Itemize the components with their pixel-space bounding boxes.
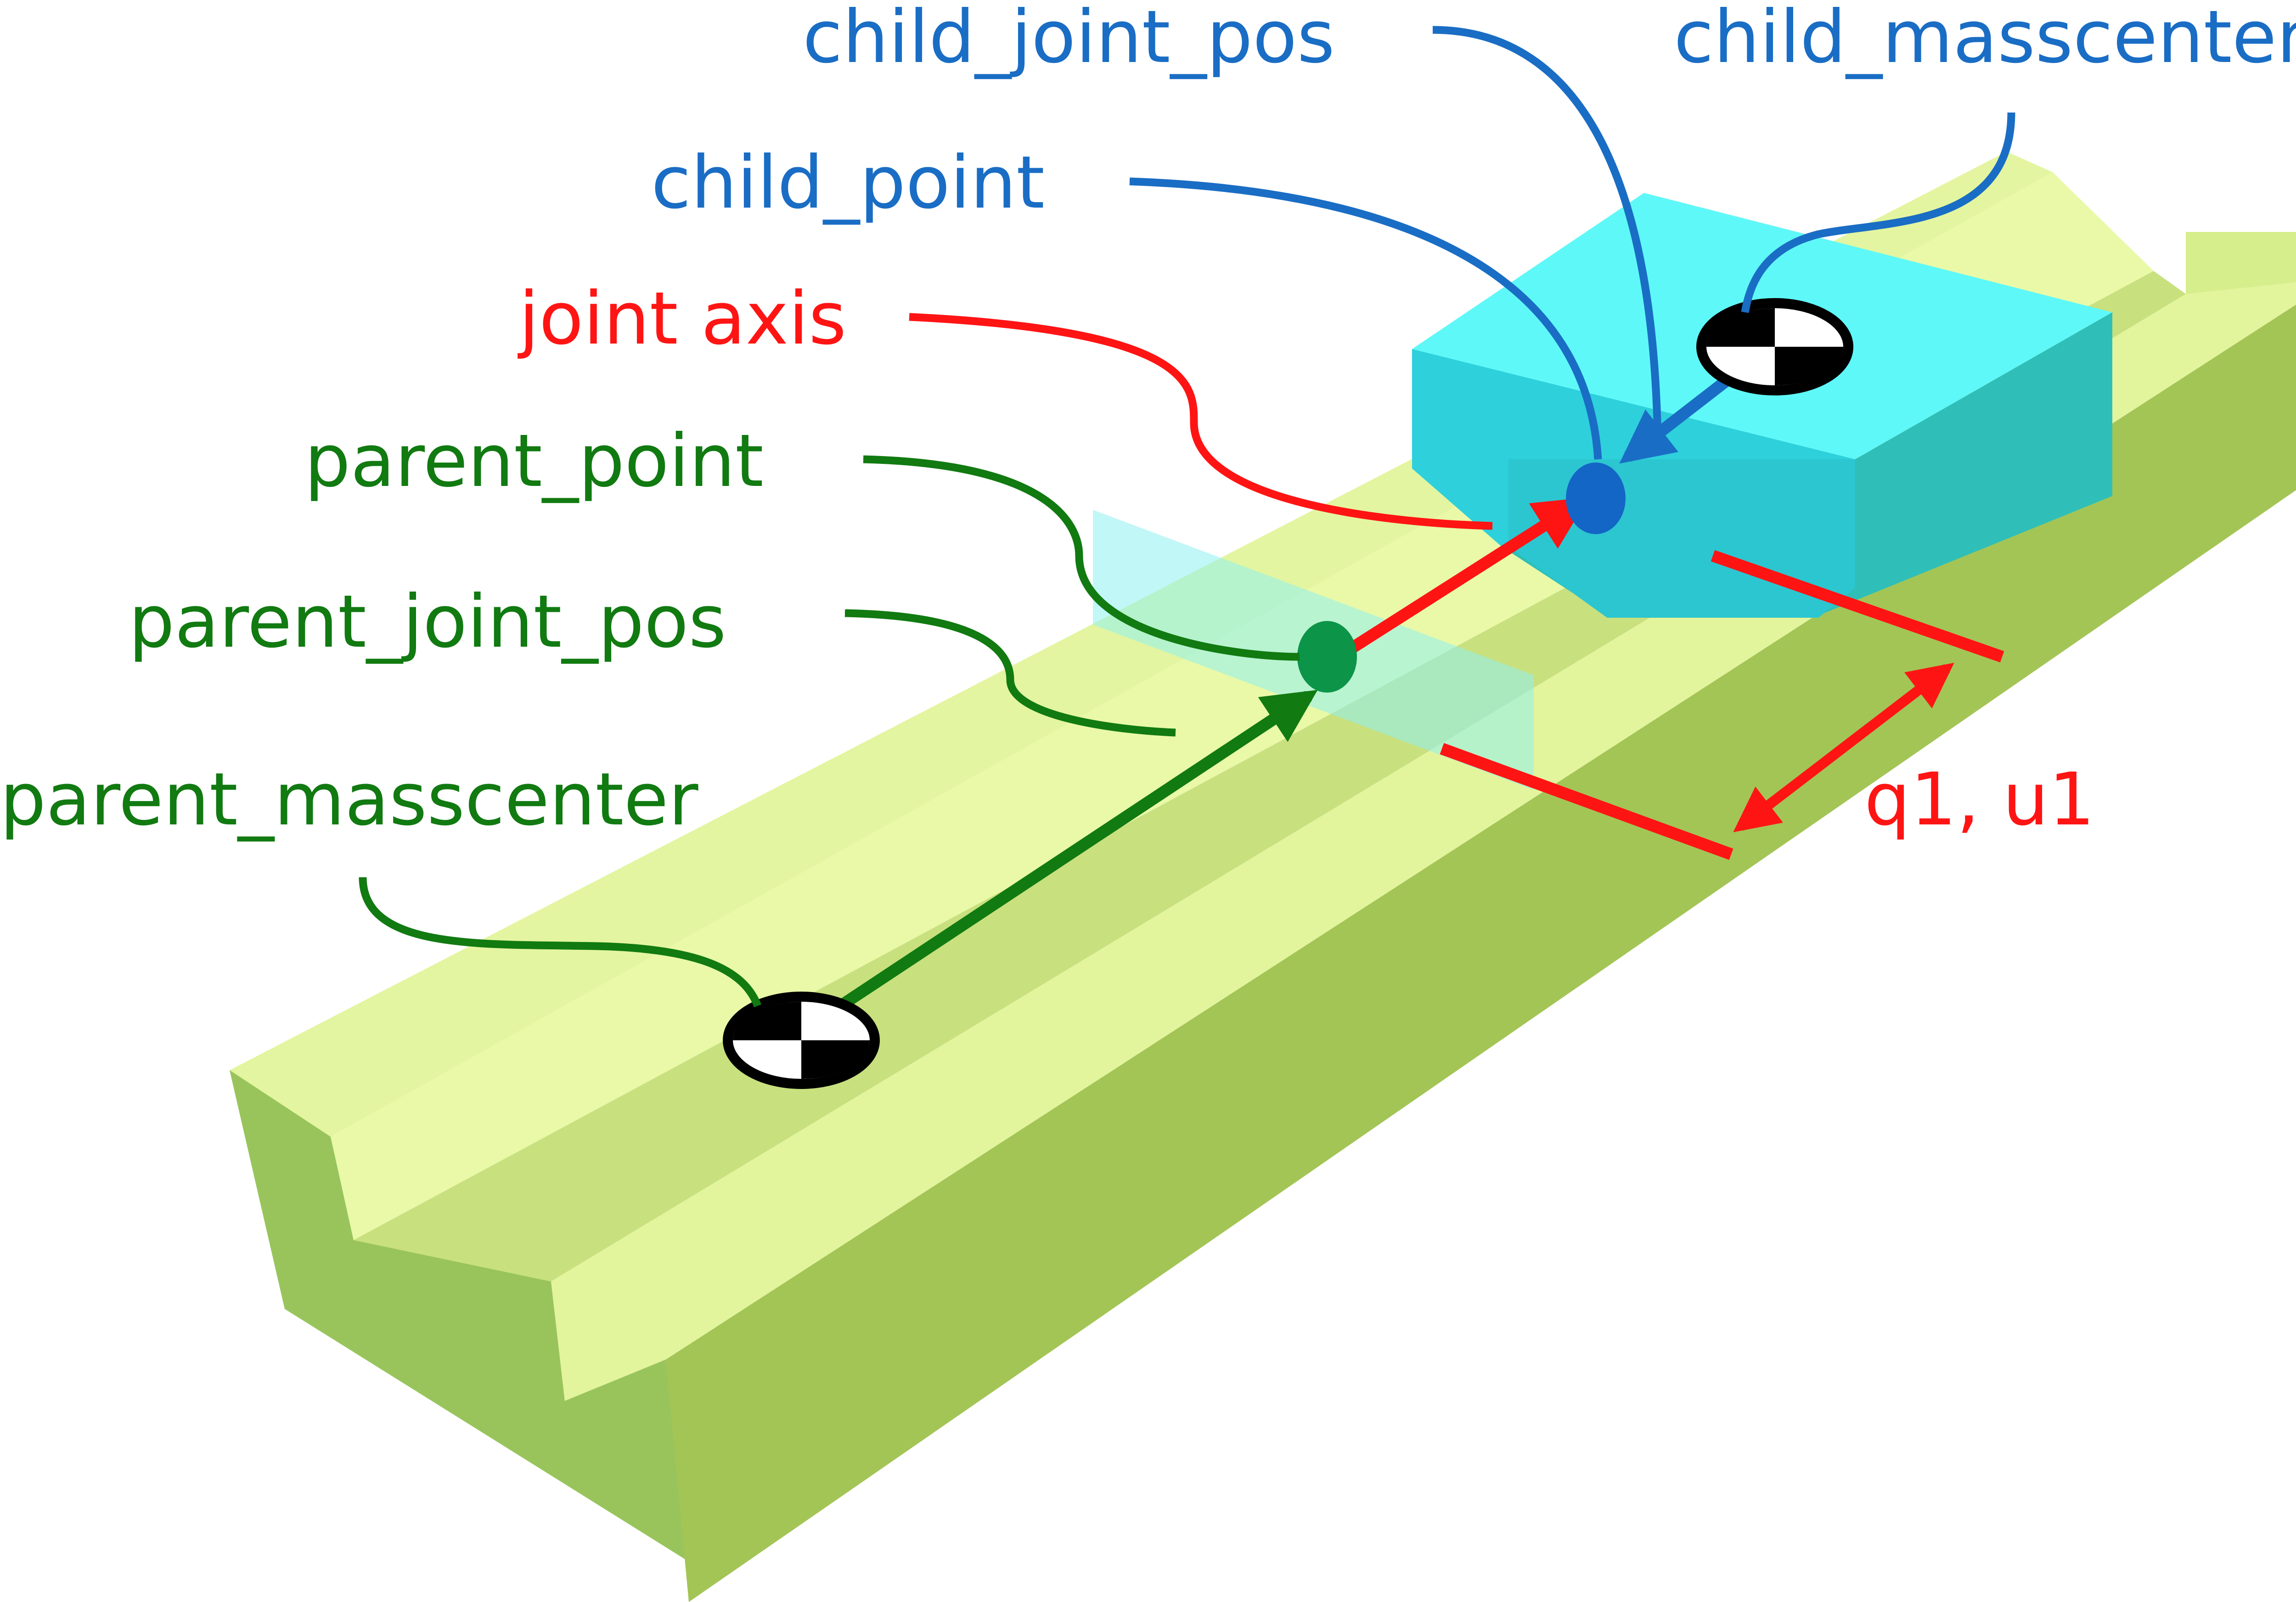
label-parent-joint-pos: parent_joint_pos	[129, 580, 726, 664]
label-parent-masscenter: parent_masscenter	[0, 757, 698, 842]
parent-joint-pos-vector	[795, 690, 1318, 1038]
parent-masscenter-icon	[723, 992, 880, 1089]
label-child-point: child_point	[651, 141, 1045, 225]
dimension-extension-child	[1711, 550, 2004, 663]
rail-side-face	[666, 305, 2296, 1602]
dimension-extension-parent	[1440, 743, 1733, 860]
label-child-joint-pos: child_joint_pos	[803, 0, 1335, 79]
child-point-marker	[1566, 463, 1626, 534]
rail-right-end	[2186, 232, 2296, 294]
parent-point-marker	[1297, 621, 1357, 693]
leader-child-joint-pos	[1432, 26, 1662, 441]
leader-parent-joint-pos	[844, 609, 1176, 737]
child-masscenter-icon	[1696, 298, 1853, 395]
joint-axis-vector	[1342, 497, 1589, 657]
leader-parent-point	[863, 455, 1300, 661]
leader-joint-axis	[909, 313, 1493, 530]
dimension-arrow	[1733, 662, 1954, 833]
label-coordinates: q1, u1	[1864, 757, 2095, 842]
label-parent-point: parent_point	[304, 419, 764, 503]
leader-child-masscenter	[1741, 112, 2015, 313]
label-joint-axis: joint axis	[518, 276, 846, 361]
rail-end-face	[230, 1070, 689, 1562]
leader-parent-masscenter	[359, 877, 761, 1008]
label-child-masscenter: child_masscenter	[1674, 0, 2296, 79]
leader-child-point	[1129, 177, 1602, 460]
coordinate-dimension	[1440, 550, 2004, 860]
